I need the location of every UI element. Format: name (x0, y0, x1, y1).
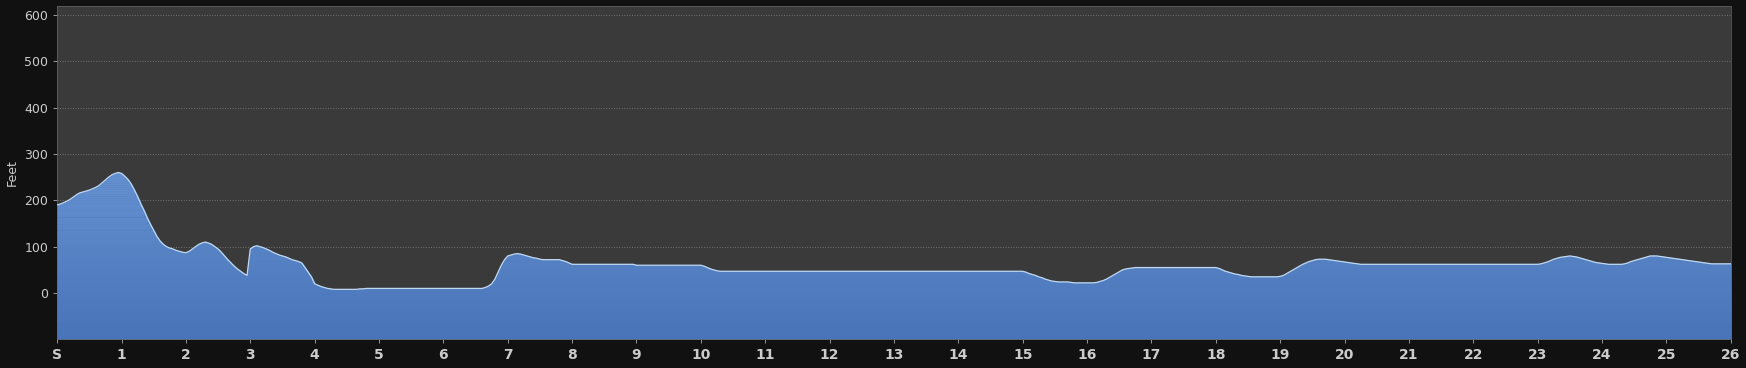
Y-axis label: Feet: Feet (5, 159, 19, 186)
